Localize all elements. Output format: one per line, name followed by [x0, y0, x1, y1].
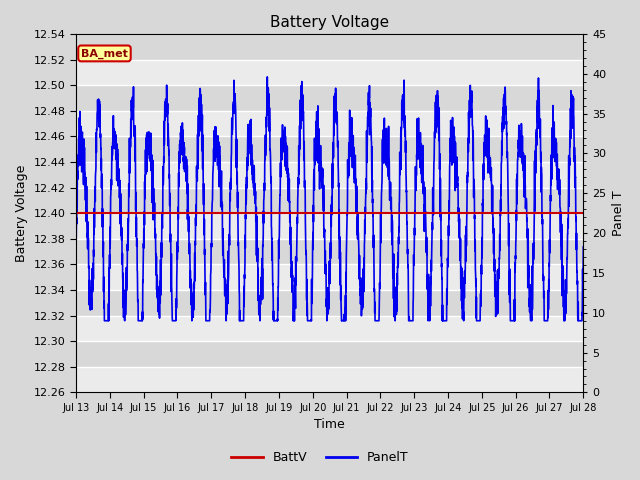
- Legend: BattV, PanelT: BattV, PanelT: [227, 446, 413, 469]
- Bar: [76, 316, 583, 341]
- Bar: [76, 213, 583, 239]
- Y-axis label: Panel T: Panel T: [612, 191, 625, 236]
- Bar: [76, 162, 583, 188]
- Bar: [76, 60, 583, 85]
- X-axis label: Time: Time: [314, 419, 345, 432]
- Y-axis label: Battery Voltage: Battery Voltage: [15, 165, 28, 262]
- Text: BA_met: BA_met: [81, 48, 128, 59]
- Bar: [76, 264, 583, 290]
- Bar: [76, 367, 583, 393]
- Bar: [76, 111, 583, 136]
- Title: Battery Voltage: Battery Voltage: [270, 15, 389, 30]
